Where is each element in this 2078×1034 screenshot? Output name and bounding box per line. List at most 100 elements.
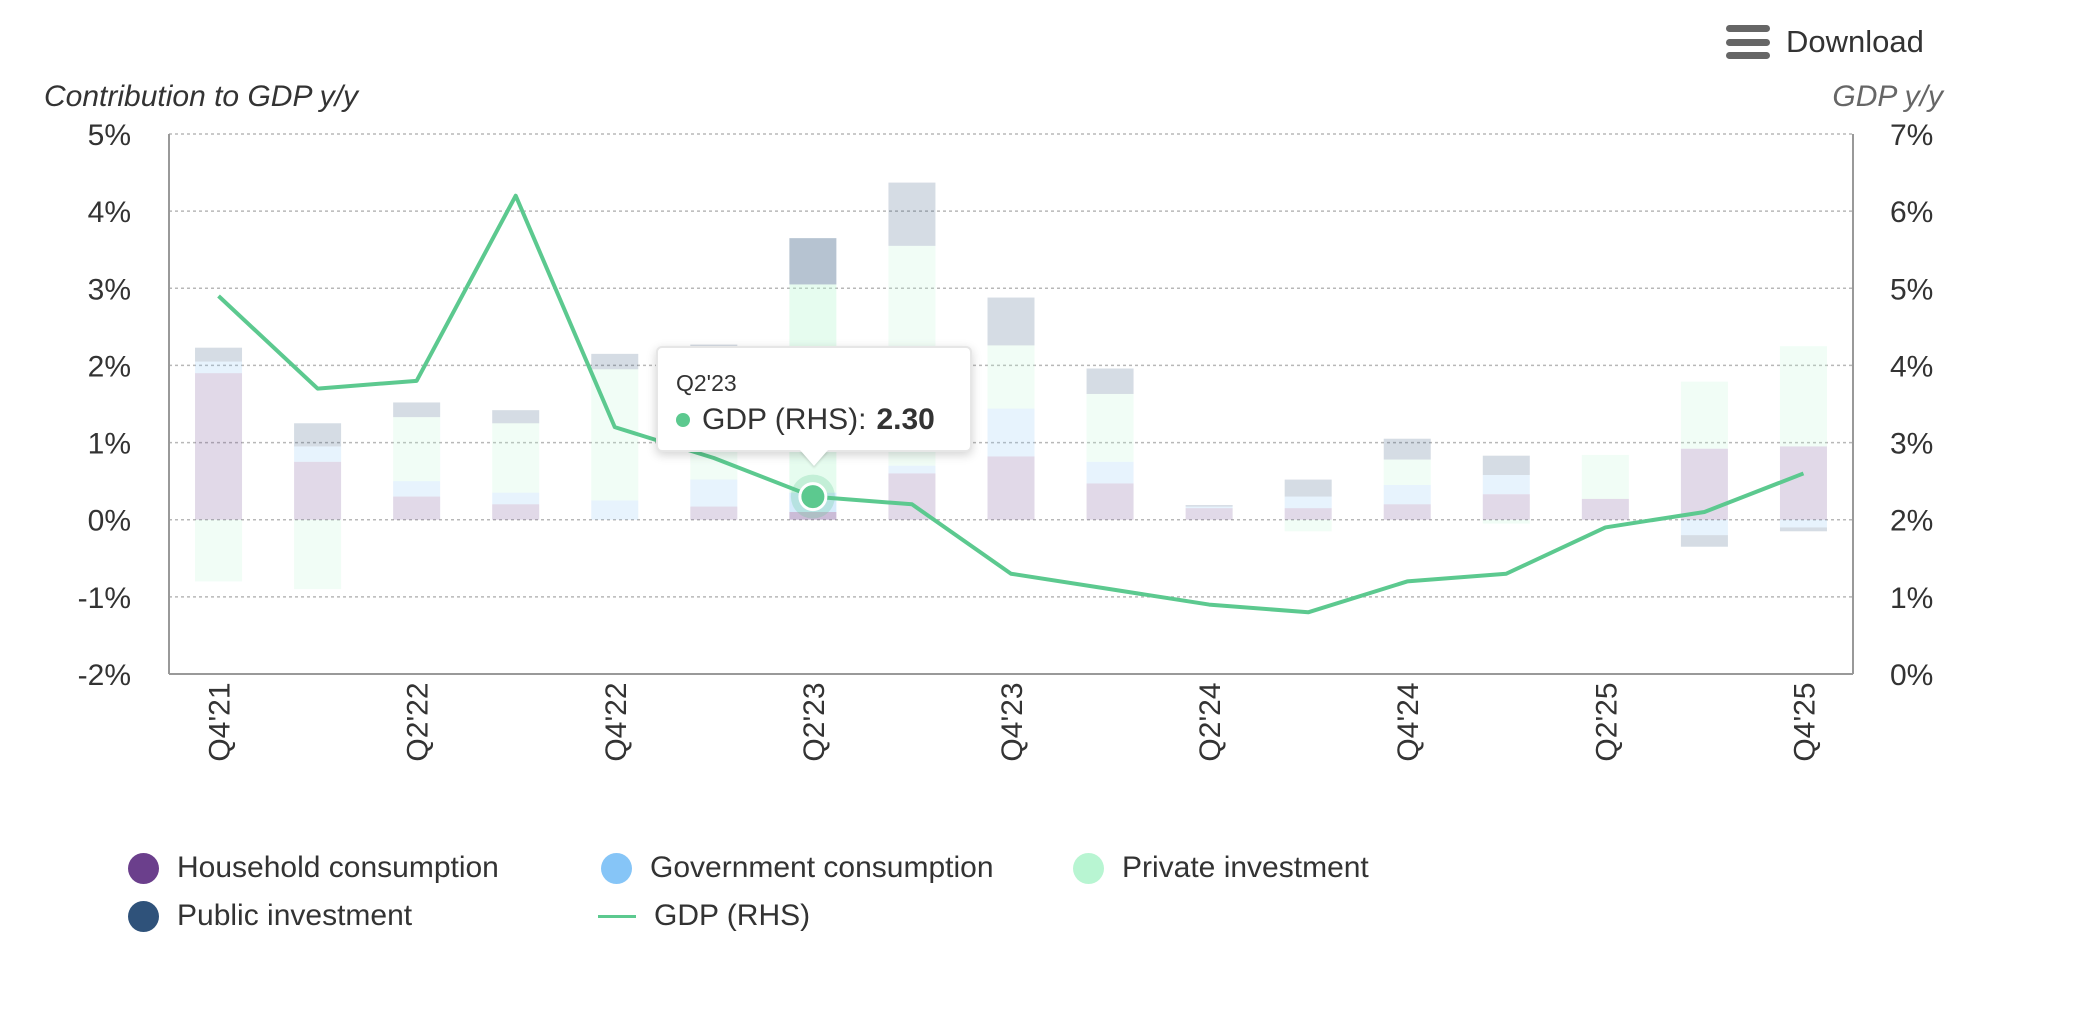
bar-segment[interactable]: [888, 465, 936, 474]
x-tick-label: Q2'24: [1194, 682, 1227, 761]
download-button[interactable]: Download: [1726, 16, 1924, 68]
y-tick-label-right: 6%: [1890, 196, 1933, 229]
bar-segment[interactable]: [1680, 448, 1728, 520]
legend-item-gdp-rhs[interactable]: GDP (RHS): [598, 894, 810, 938]
bar-segment[interactable]: [1482, 474, 1530, 495]
bar-segment[interactable]: [1482, 519, 1530, 524]
bar-segment[interactable]: [492, 410, 540, 424]
bar-segment[interactable]: [1383, 504, 1431, 520]
legend-line-marker: [598, 914, 636, 918]
bar-segment[interactable]: [1383, 459, 1431, 485]
bar-segment[interactable]: [1383, 438, 1431, 460]
y-tick-label-left: 0%: [88, 505, 131, 538]
bar-segment[interactable]: [1284, 496, 1332, 509]
bar-segment[interactable]: [294, 423, 342, 447]
bar-segment[interactable]: [1086, 393, 1134, 462]
bar-segment[interactable]: [195, 347, 243, 362]
x-tick-label: Q4'23: [996, 682, 1029, 761]
y-axis-title-right: GDP y/y: [1832, 80, 1945, 113]
tooltip-row: GDP (RHS): 2.30: [676, 403, 935, 437]
bar-segment[interactable]: [1185, 505, 1233, 507]
bar-segment[interactable]: [195, 361, 243, 374]
x-tick-label: Q2'25: [1590, 682, 1623, 761]
bar-segment[interactable]: [393, 481, 441, 497]
bar-segment[interactable]: [591, 500, 639, 520]
y-tick-label-right: 5%: [1890, 273, 1933, 306]
bar-segment[interactable]: [888, 182, 936, 246]
legend-marker: [1073, 852, 1104, 884]
bar-segment[interactable]: [1383, 485, 1431, 505]
y-tick-label-left: 4%: [88, 196, 131, 229]
legend-label: Public investment: [177, 899, 413, 932]
bar-segment[interactable]: [789, 238, 837, 285]
bar-segment[interactable]: [987, 297, 1035, 346]
bar-segment[interactable]: [789, 512, 837, 520]
x-tick-label: Q4'24: [1392, 682, 1425, 761]
bar-segment[interactable]: [1680, 519, 1728, 536]
bar-segment[interactable]: [1482, 455, 1530, 475]
axes: [168, 134, 1854, 675]
bar-segment[interactable]: [393, 417, 441, 482]
legend-item-private-investment[interactable]: Private investment: [1073, 846, 1369, 890]
legend-marker: [128, 852, 159, 884]
bar-segment[interactable]: [1284, 519, 1332, 532]
bar-segment[interactable]: [294, 461, 342, 520]
bar-segment[interactable]: [1680, 535, 1728, 547]
legend-item-government-consumption[interactable]: Government consumption: [601, 846, 994, 890]
menu-icon: [1726, 25, 1770, 59]
bar-segment[interactable]: [1284, 508, 1332, 520]
bar-segment[interactable]: [492, 504, 540, 520]
bar-segment[interactable]: [1581, 498, 1629, 520]
x-tick-label: Q4'21: [204, 682, 237, 761]
x-tick-label: Q2'22: [402, 682, 435, 761]
legend-item-public-investment[interactable]: Public investment: [128, 894, 412, 938]
bar-segment[interactable]: [690, 506, 738, 520]
bar-segment[interactable]: [1185, 506, 1233, 509]
bar-segment[interactable]: [987, 408, 1035, 457]
bar-segment[interactable]: [888, 473, 936, 520]
bar-segment[interactable]: [987, 456, 1035, 520]
download-label: Download: [1786, 24, 1924, 59]
bar-segment[interactable]: [195, 373, 243, 520]
gdp-line-path[interactable]: [217, 193, 1805, 615]
tooltip-header: Q2'23: [676, 370, 737, 396]
legend-label: Government consumption: [650, 851, 994, 884]
gdp-line[interactable]: [217, 193, 1805, 615]
bar-segment[interactable]: [1779, 527, 1827, 532]
bar-segment[interactable]: [690, 479, 738, 507]
y-tick-label-right: 3%: [1890, 428, 1933, 461]
x-tick-label: Q2'23: [798, 682, 831, 761]
tooltip-value: 2.30: [876, 403, 935, 436]
legend-label: Household consumption: [177, 851, 499, 884]
bar-segment[interactable]: [1779, 346, 1827, 447]
bar-segment[interactable]: [1482, 494, 1530, 520]
bar-segment[interactable]: [294, 446, 342, 462]
tooltip-separator: :: [858, 403, 867, 436]
gdp-point-highlight[interactable]: [798, 482, 828, 512]
grid-lines: [169, 133, 1853, 598]
bar-segment[interactable]: [1284, 479, 1332, 497]
bar-segment[interactable]: [393, 402, 441, 418]
bar-segment[interactable]: [492, 423, 540, 493]
bar-segment[interactable]: [1086, 368, 1134, 394]
bar-segment[interactable]: [987, 345, 1035, 409]
y-tick-label-left: -2%: [78, 659, 131, 692]
bar-segment[interactable]: [492, 492, 540, 505]
bar-segment[interactable]: [294, 519, 342, 590]
bar-segment[interactable]: [393, 496, 441, 520]
bar-segment[interactable]: [1581, 454, 1629, 499]
bar-segment[interactable]: [1086, 483, 1134, 520]
bar-segment[interactable]: [195, 519, 243, 582]
bar-segment[interactable]: [1185, 508, 1233, 520]
bar-segment[interactable]: [591, 353, 639, 370]
y-tick-label-left: -1%: [78, 582, 131, 615]
x-tick-label: Q4'25: [1788, 682, 1821, 761]
bar-segment[interactable]: [1086, 461, 1134, 484]
bars[interactable]: [195, 182, 1827, 590]
bar-segment[interactable]: [1680, 381, 1728, 449]
y-tick-label-left: 3%: [88, 273, 131, 306]
legend-marker: [601, 852, 632, 884]
bar-segment[interactable]: [1779, 446, 1827, 520]
legend-item-household-consumption[interactable]: Household consumption: [128, 846, 499, 890]
bar-segment[interactable]: [1779, 519, 1827, 528]
